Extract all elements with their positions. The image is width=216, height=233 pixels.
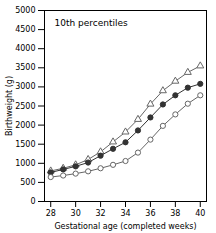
svg-text:32: 32 (95, 209, 105, 218)
svg-text:3500: 3500 (15, 63, 35, 72)
svg-text:1500: 1500 (15, 140, 35, 149)
svg-text:4000: 4000 (15, 44, 35, 53)
svg-text:Gestational age (completed wee: Gestational age (completed weeks) (54, 222, 196, 231)
svg-text:10th percentiles: 10th percentiles (54, 18, 128, 28)
svg-text:1000: 1000 (15, 159, 35, 168)
svg-text:2000: 2000 (15, 121, 35, 130)
svg-text:28: 28 (46, 209, 56, 218)
svg-text:2500: 2500 (15, 102, 35, 111)
svg-text:30: 30 (71, 209, 81, 218)
svg-text:36: 36 (145, 209, 155, 218)
svg-text:38: 38 (170, 209, 180, 218)
svg-text:40: 40 (195, 209, 205, 218)
svg-text:Birthweight (g): Birthweight (g) (5, 76, 14, 136)
svg-text:0: 0 (30, 197, 35, 206)
svg-text:3000: 3000 (15, 82, 35, 91)
svg-text:4500: 4500 (15, 25, 35, 34)
svg-text:34: 34 (120, 209, 130, 218)
svg-text:5000: 5000 (15, 6, 35, 15)
svg-text:500: 500 (20, 178, 35, 187)
